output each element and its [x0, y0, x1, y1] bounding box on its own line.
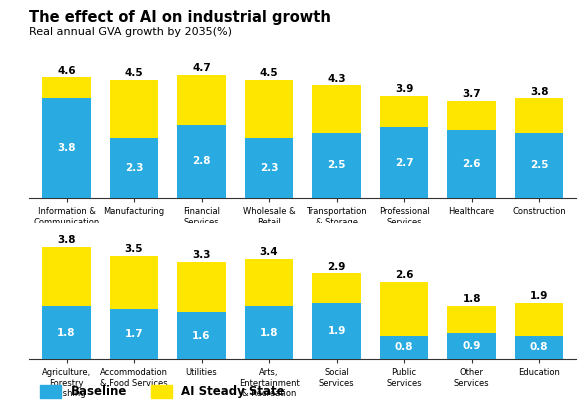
- Bar: [515, 303, 563, 336]
- Text: 4.7: 4.7: [192, 63, 211, 73]
- Text: 0.8: 0.8: [530, 342, 549, 352]
- Text: 1.9: 1.9: [530, 291, 548, 301]
- Bar: [245, 259, 293, 306]
- Text: 2.8: 2.8: [192, 157, 211, 166]
- Text: Real annual GVA growth by 2035(%): Real annual GVA growth by 2035(%): [29, 27, 232, 37]
- Bar: [110, 80, 158, 138]
- Text: 2.6: 2.6: [462, 159, 481, 169]
- Bar: [380, 282, 429, 336]
- Bar: [42, 98, 91, 198]
- Text: 1.6: 1.6: [192, 331, 211, 341]
- Bar: [177, 312, 226, 359]
- Text: 1.8: 1.8: [462, 294, 481, 304]
- Bar: [447, 130, 496, 198]
- Text: 2.7: 2.7: [395, 158, 413, 168]
- Text: 4.3: 4.3: [328, 74, 346, 84]
- Text: The effect of AI on industrial growth: The effect of AI on industrial growth: [29, 10, 331, 25]
- Text: 4.6: 4.6: [57, 66, 76, 76]
- Text: 3.7: 3.7: [462, 90, 481, 100]
- Bar: [42, 77, 91, 98]
- Bar: [312, 133, 361, 198]
- Bar: [380, 127, 429, 198]
- Bar: [110, 309, 158, 359]
- Bar: [245, 306, 293, 359]
- Text: 3.5: 3.5: [125, 244, 143, 254]
- Bar: [312, 303, 361, 359]
- Bar: [515, 336, 563, 359]
- Text: 1.8: 1.8: [57, 328, 76, 338]
- Text: 2.5: 2.5: [530, 160, 549, 171]
- Bar: [42, 306, 91, 359]
- Bar: [447, 101, 496, 130]
- Text: 3.8: 3.8: [57, 143, 76, 153]
- Text: 4.5: 4.5: [260, 69, 278, 78]
- Bar: [177, 75, 226, 125]
- Bar: [447, 332, 496, 359]
- Text: 3.8: 3.8: [57, 235, 76, 245]
- Text: 3.3: 3.3: [192, 250, 211, 260]
- Text: 4.5: 4.5: [125, 69, 143, 78]
- Text: 1.8: 1.8: [260, 328, 278, 338]
- Text: 1.9: 1.9: [328, 326, 346, 336]
- Bar: [515, 133, 563, 198]
- Bar: [245, 138, 293, 198]
- Text: 3.8: 3.8: [530, 87, 549, 97]
- Bar: [177, 125, 226, 198]
- Text: 2.6: 2.6: [395, 271, 413, 280]
- Bar: [312, 85, 361, 133]
- Bar: [177, 261, 226, 312]
- Bar: [515, 98, 563, 133]
- Text: 1.7: 1.7: [125, 329, 143, 339]
- Text: 2.9: 2.9: [328, 261, 346, 272]
- Text: 3.9: 3.9: [395, 84, 413, 94]
- Bar: [245, 80, 293, 138]
- Text: 3.4: 3.4: [260, 247, 278, 257]
- Bar: [447, 306, 496, 332]
- Bar: [42, 247, 91, 306]
- Bar: [110, 138, 158, 198]
- Legend: Baseline, AI Steady State: Baseline, AI Steady State: [35, 380, 290, 403]
- Bar: [110, 256, 158, 309]
- Bar: [380, 336, 429, 359]
- Bar: [312, 273, 361, 303]
- Text: 0.9: 0.9: [462, 341, 481, 351]
- Text: 0.8: 0.8: [395, 342, 413, 352]
- Text: 2.5: 2.5: [328, 160, 346, 171]
- Bar: [380, 96, 429, 127]
- Text: 2.3: 2.3: [125, 163, 143, 173]
- Text: 2.3: 2.3: [260, 163, 278, 173]
